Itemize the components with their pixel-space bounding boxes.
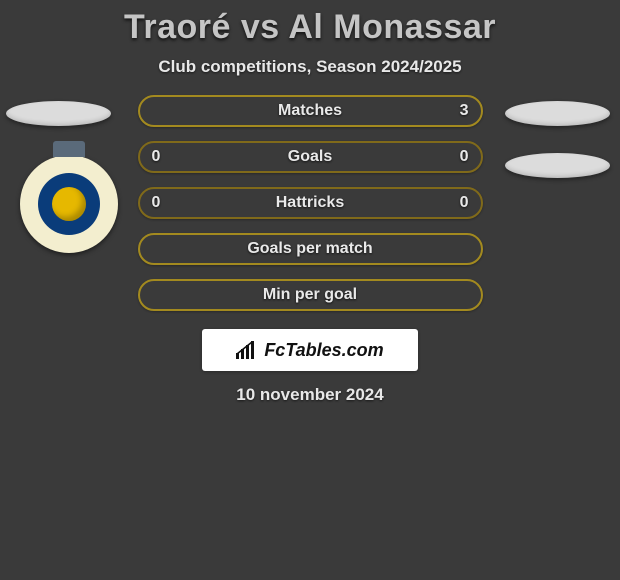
stat-label: Goals (288, 148, 332, 166)
stat-row-hattricks: 0 Hattricks 0 (138, 187, 483, 219)
stat-label: Matches (278, 102, 342, 120)
stat-label: Goals per match (247, 240, 372, 258)
stat-row-goals: 0 Goals 0 (138, 141, 483, 173)
stat-left-value: 0 (152, 148, 161, 166)
signal-icon (236, 341, 258, 359)
stat-row-mpg: Min per goal (138, 279, 483, 311)
stat-row-matches: Matches 3 (138, 95, 483, 127)
date-line: 10 november 2024 (0, 385, 620, 405)
stat-right-value: 0 (460, 148, 469, 166)
brand-box[interactable]: FcTables.com (202, 329, 418, 371)
stat-label: Min per goal (263, 286, 357, 304)
stat-label: Hattricks (276, 194, 344, 212)
stat-right-value: 0 (460, 194, 469, 212)
stat-right-value: 3 (460, 102, 469, 120)
page-subtitle: Club competitions, Season 2024/2025 (0, 57, 620, 77)
club-badge (20, 155, 118, 253)
player-placeholder-left (6, 101, 111, 126)
stat-left-value: 0 (152, 194, 161, 212)
badge-inner (38, 173, 100, 235)
stats-card: Traoré vs Al Monassar Club competitions,… (0, 0, 620, 580)
content-area: Matches 3 0 Goals 0 0 Hattricks 0 Goals … (0, 95, 620, 405)
stat-row-gpm: Goals per match (138, 233, 483, 265)
player-placeholder-right-2 (505, 153, 610, 178)
globe-icon (52, 187, 86, 221)
stats-rows: Matches 3 0 Goals 0 0 Hattricks 0 Goals … (138, 95, 483, 311)
crown-icon (53, 141, 85, 157)
player-placeholder-right-1 (505, 101, 610, 126)
page-title: Traoré vs Al Monassar (0, 8, 620, 47)
brand-text: FcTables.com (264, 340, 383, 361)
